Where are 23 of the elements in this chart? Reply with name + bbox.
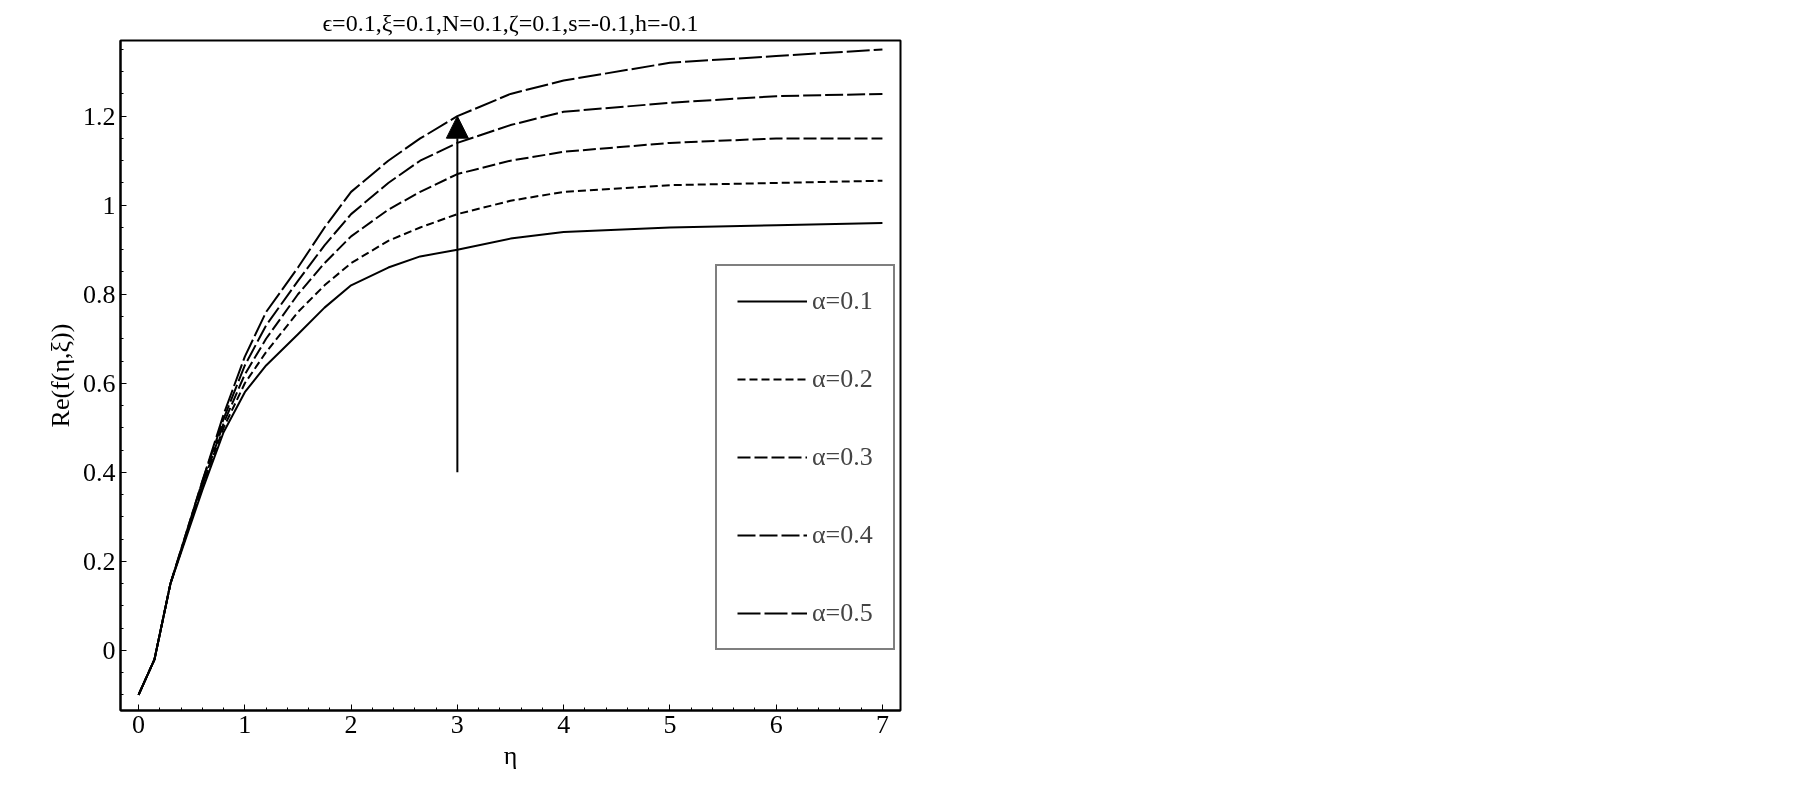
chart-title: ϵ=0.1,ξ=0.1,N=0.1,ζ=0.1,s=-0.1,h=-0.1 bbox=[322, 9, 699, 36]
legend-label: α=0.2 bbox=[812, 364, 873, 394]
y-tick-label: 0.4 bbox=[83, 457, 116, 487]
x-tick-label: 4 bbox=[557, 709, 571, 739]
x-tick-label: 2 bbox=[344, 709, 358, 739]
y-tick-label: 0.6 bbox=[83, 368, 116, 398]
x-tick-label: 1 bbox=[238, 709, 252, 739]
y-tick-label: 1.2 bbox=[83, 101, 116, 131]
y-tick-label: 0 bbox=[102, 635, 116, 665]
x-tick-label: 7 bbox=[875, 709, 889, 739]
y-tick-label: 1 bbox=[102, 190, 116, 220]
x-tick-label: 0 bbox=[132, 709, 146, 739]
y-tick-label: 0.2 bbox=[83, 546, 116, 576]
x-tick-label: 5 bbox=[663, 709, 677, 739]
legend-label: α=0.4 bbox=[812, 520, 873, 550]
y-axis-title: Re(f(η,ξ)) bbox=[46, 323, 75, 428]
legend-label: α=0.1 bbox=[812, 286, 873, 316]
x-axis-title: η bbox=[503, 740, 518, 770]
y-tick-label: 0.8 bbox=[83, 279, 116, 309]
x-tick-label: 6 bbox=[769, 709, 783, 739]
legend-label: α=0.5 bbox=[812, 598, 873, 628]
x-tick-label: 3 bbox=[450, 709, 464, 739]
legend-label: α=0.3 bbox=[812, 442, 873, 472]
